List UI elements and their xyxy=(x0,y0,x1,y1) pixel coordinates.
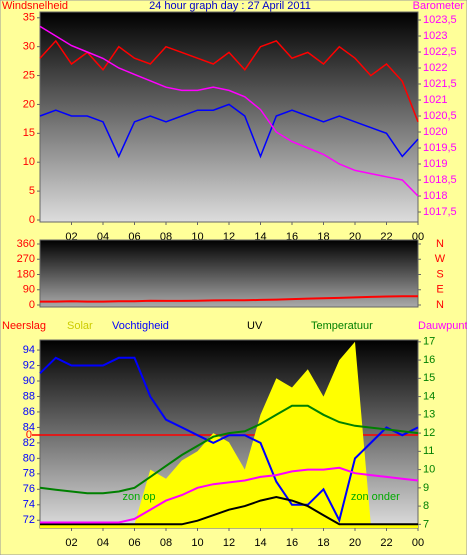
rain-label: Neerslag xyxy=(2,320,46,332)
y2-tick-label: 1018 xyxy=(423,190,447,202)
direction-label: S xyxy=(436,268,443,280)
y2-tick-label: 1019,5 xyxy=(423,142,457,154)
y2-tick-label: 1023,5 xyxy=(423,14,457,26)
y-tick-label: 86 xyxy=(23,406,35,418)
y-tick-label: 72 xyxy=(23,514,35,526)
y2-tick-label: 11 xyxy=(423,445,434,457)
y2-tick-label: 10 xyxy=(423,463,435,475)
x-tick-label: 12 xyxy=(223,537,235,549)
series-line xyxy=(39,103,419,159)
legend-label: Vochtigheid xyxy=(112,320,169,332)
y2-tick-label: 9 xyxy=(423,482,429,494)
legend-label: Solar xyxy=(67,320,93,332)
y-tick-label: 20 xyxy=(23,98,35,110)
plot-area xyxy=(39,11,419,223)
annotation: zon op xyxy=(123,491,156,503)
direction-label: W xyxy=(435,253,446,265)
x-tick-label: 04 xyxy=(97,537,109,549)
y-tick-label: 35 xyxy=(23,12,35,24)
y-tick-label: 5 xyxy=(29,185,35,197)
y2-tick-label: 1023 xyxy=(423,30,447,42)
rain-tick-label: 0 xyxy=(26,429,32,441)
plot-area xyxy=(39,239,419,308)
direction-label: E xyxy=(436,284,443,296)
y-tick-label: 78 xyxy=(23,468,35,480)
y-tick-label: 30 xyxy=(23,41,35,53)
y2-tick-label: 16 xyxy=(423,354,435,366)
y-tick-label: 94 xyxy=(23,344,35,356)
y2-tick-label: 17 xyxy=(423,336,435,348)
y-axis-label: Windsnelheid xyxy=(2,0,68,12)
y2-tick-label: 1021,5 xyxy=(423,78,457,90)
x-tick-label: 06 xyxy=(128,537,140,549)
y-tick-label: 10 xyxy=(23,156,35,168)
y-tick-label: 0 xyxy=(29,214,35,226)
y2-tick-label: 1021 xyxy=(423,94,447,106)
y-tick-label: 92 xyxy=(23,359,35,371)
x-tick-label: 14 xyxy=(254,537,266,549)
y2-tick-label: 1022 xyxy=(423,62,447,74)
y2-tick-label: 1020,5 xyxy=(423,110,457,122)
x-tick-label: 20 xyxy=(349,537,361,549)
y-tick-label: 15 xyxy=(23,127,35,139)
y2-tick-label: 8 xyxy=(423,500,429,512)
y-tick-label: 84 xyxy=(23,421,35,433)
y2-tick-label: 1022,5 xyxy=(423,46,457,58)
y2-tick-label: 14 xyxy=(423,390,435,402)
annotation: zon onder xyxy=(351,491,400,503)
y-tick-label: 74 xyxy=(23,499,35,511)
series-line xyxy=(40,295,418,303)
y-tick-label: 0 xyxy=(29,299,35,311)
y-tick-label: 76 xyxy=(23,483,35,495)
series-line xyxy=(40,466,419,524)
y-tick-label: 25 xyxy=(23,69,35,81)
x-tick-label: 08 xyxy=(160,537,172,549)
series-line xyxy=(40,495,418,526)
y-tick-label: 360 xyxy=(17,238,35,250)
y2-tick-label: 15 xyxy=(423,372,435,384)
x-tick-label: 00 xyxy=(412,537,424,549)
y2-tick-label: 12 xyxy=(423,427,435,439)
direction-label: N xyxy=(436,299,444,311)
y-tick-label: 90 xyxy=(23,375,35,387)
x-tick-label: 18 xyxy=(317,537,329,549)
y2-tick-label: 13 xyxy=(423,409,435,421)
x-tick-label: 22 xyxy=(380,537,392,549)
legend-label: Temperatuur xyxy=(311,320,373,332)
y-tick-label: 270 xyxy=(17,253,35,265)
series-line xyxy=(39,39,419,123)
y2-tick-label: 7 xyxy=(423,518,429,530)
y-tick-label: 180 xyxy=(17,268,35,280)
x-tick-label: 02 xyxy=(65,537,77,549)
direction-label: N xyxy=(436,238,444,250)
y2-axis-label: Barometer xyxy=(413,0,465,12)
y2-tick-label: 1018,5 xyxy=(423,174,457,186)
y-tick-label: 82 xyxy=(23,437,35,449)
y-tick-label: 88 xyxy=(23,390,35,402)
y-tick-label: 80 xyxy=(23,452,35,464)
x-tick-label: 16 xyxy=(286,537,298,549)
chart-title: 24 hour graph day : 27 April 2011 xyxy=(149,0,311,12)
y-tick-label: 90 xyxy=(23,284,35,296)
x-tick-label: 10 xyxy=(191,537,203,549)
y2-tick-label: 1020 xyxy=(423,126,447,138)
solar-area xyxy=(40,341,418,528)
y2-tick-label: 1017,5 xyxy=(423,206,457,218)
series-line xyxy=(39,356,419,524)
series-line xyxy=(39,25,419,197)
legend-label: Dauwpunt xyxy=(418,320,467,332)
legend-label: UV xyxy=(247,320,263,332)
series-line xyxy=(39,404,419,495)
y2-tick-label: 1019 xyxy=(423,158,447,170)
